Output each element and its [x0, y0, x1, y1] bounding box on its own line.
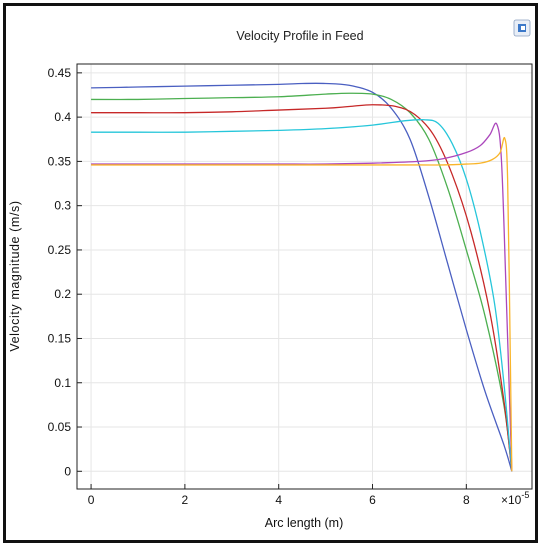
series-line-6 [91, 136, 513, 472]
x-tick-label: 6 [369, 493, 376, 507]
chart-title: Velocity Profile in Feed [236, 29, 363, 43]
y-tick-label: 0.25 [48, 243, 72, 257]
x-axis-label: Arc length (m) [265, 516, 344, 530]
x-multiplier-exponent: -5 [521, 490, 529, 500]
help-icon[interactable] [513, 19, 531, 37]
series-line-4 [91, 118, 513, 472]
series-line-1 [91, 82, 513, 472]
y-tick-label: 0.15 [48, 331, 72, 345]
y-tick-label: 0.2 [54, 287, 71, 301]
grid [77, 64, 532, 489]
y-tick-label: 0.45 [48, 66, 72, 80]
x-tick-label: 4 [275, 493, 282, 507]
series-line-5 [91, 122, 513, 472]
x-multiplier-base: ×10 [501, 493, 522, 507]
y-tick-label: 0.1 [54, 376, 71, 390]
series-line-3 [91, 104, 513, 472]
plot-area [76, 63, 533, 490]
x-tick-label: 0 [88, 493, 95, 507]
y-axis-ticks: 0 0.05 0.1 0.15 0.2 0.25 0.3 0.35 0.4 0.45 [48, 66, 82, 478]
y-tick-label: 0.35 [48, 154, 72, 168]
figure-frame [3, 3, 538, 543]
y-tick-label: 0.3 [54, 199, 71, 213]
y-tick-label: 0 [64, 464, 71, 478]
x-tick-label: 8 [463, 493, 470, 507]
x-axis-ticks: 0 2 4 6 8 [88, 484, 470, 507]
x-tick-label: 2 [182, 493, 189, 507]
y-tick-label: 0.4 [54, 110, 71, 124]
x-axis-multiplier: ×10-5 [501, 490, 529, 507]
series-line-2 [91, 92, 513, 472]
y-tick-label: 0.05 [48, 420, 72, 434]
series-lines [91, 82, 513, 472]
y-axis-label: Velocity magnitude (m/s) [8, 200, 22, 351]
